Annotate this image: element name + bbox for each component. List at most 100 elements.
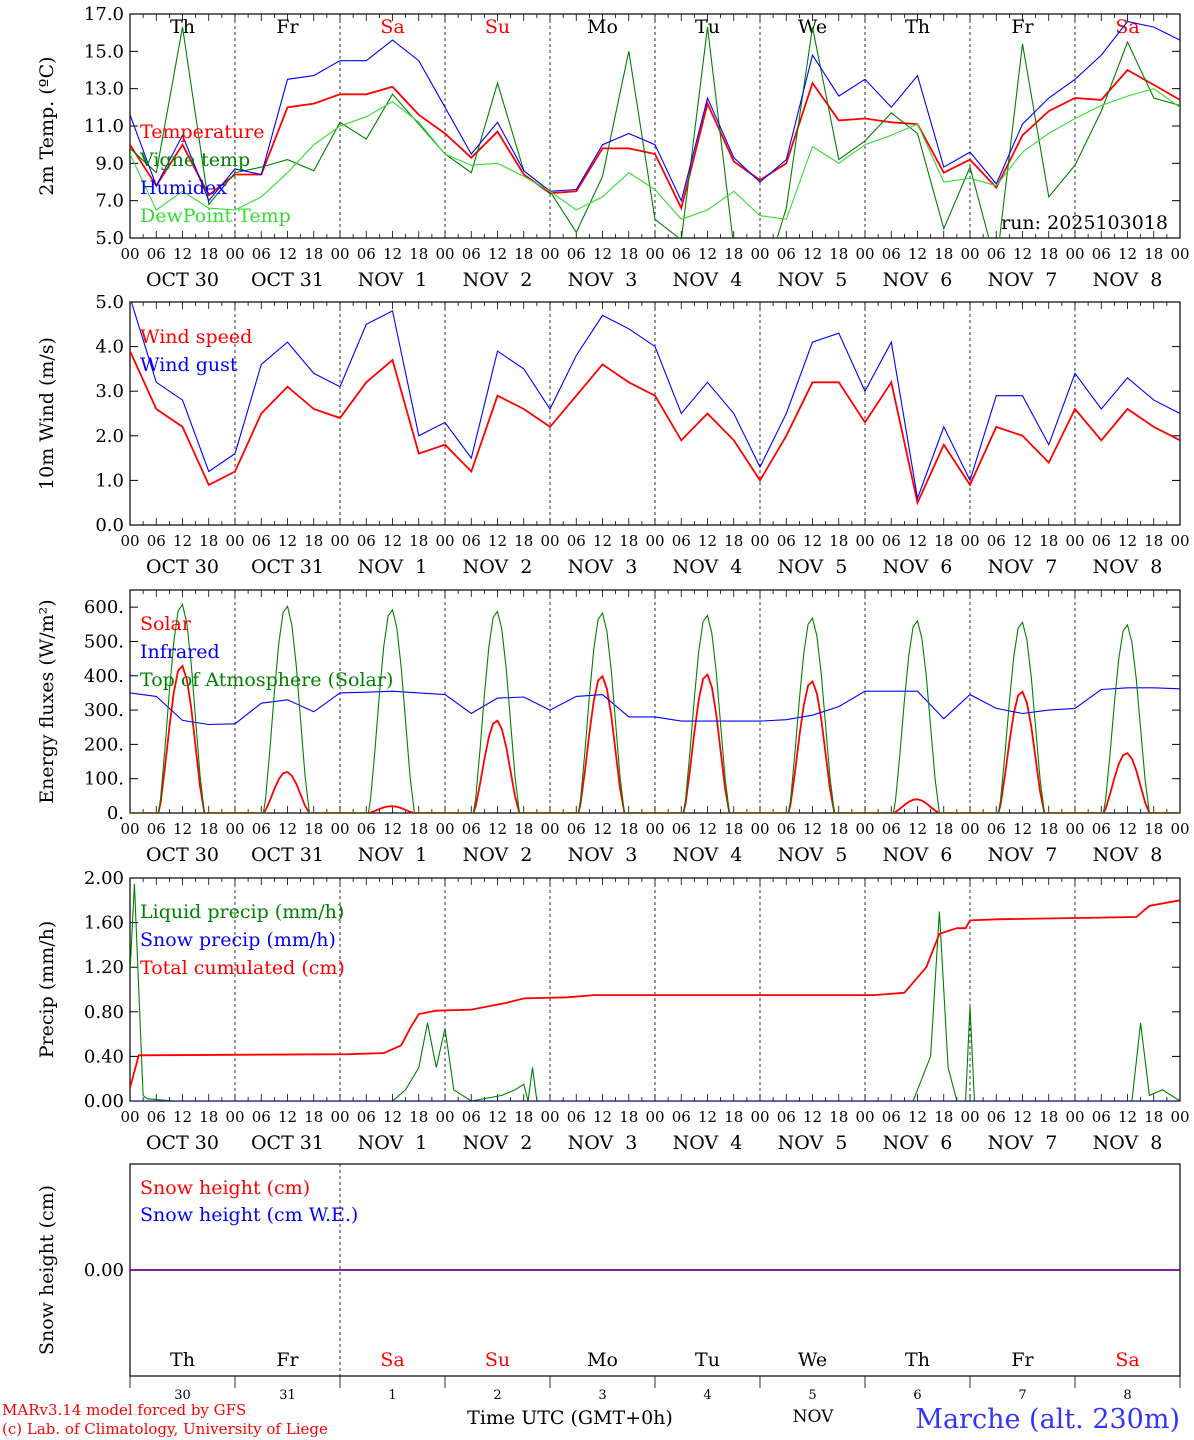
hour-tick-label: 06 <box>252 245 271 263</box>
day-of-week-label: Sa <box>380 16 404 38</box>
hour-tick-label: 06 <box>567 820 586 838</box>
hour-tick-label: 00 <box>330 245 349 263</box>
hour-tick-label: 00 <box>225 820 244 838</box>
panel-4: 0.00 0.40 0.80 1.20 1.60 2.00 Precip (mm/h) 00 0… <box>36 868 1190 1154</box>
hour-tick-label: 06 <box>147 245 166 263</box>
hour-tick-label: 00 <box>1170 1108 1189 1126</box>
y-tick-label: 9.0 <box>95 153 124 174</box>
legend-entry: Infrared <box>140 641 220 663</box>
series-line-liquid-precip-mm-h- <box>130 883 1180 1101</box>
y-tick-label: 1.60 <box>84 913 124 934</box>
hour-tick-label: 00 <box>750 820 769 838</box>
hour-tick-label: 12 <box>803 820 822 838</box>
date-label: NOV 5 <box>778 269 848 291</box>
hour-tick-label: 12 <box>908 1108 927 1126</box>
hour-tick-label: 12 <box>278 532 297 550</box>
date-label: NOV 8 <box>1093 1132 1163 1154</box>
date-label: NOV 7 <box>988 1132 1058 1154</box>
series-line-wind-speed <box>130 350 1180 506</box>
date-label: OCT 31 <box>251 844 324 866</box>
date-label: NOV 6 <box>883 844 953 866</box>
hour-tick-label: 06 <box>882 245 901 263</box>
hour-tick-label: 18 <box>724 532 743 550</box>
y-axis-label: Snow height (cm) <box>36 1185 58 1355</box>
y-axis-label: 10m Wind (m/s) <box>36 337 58 490</box>
hour-tick-label: 12 <box>698 820 717 838</box>
hour-tick-label: 12 <box>1118 1108 1137 1126</box>
day-number-label: 4 <box>703 1388 711 1403</box>
hour-tick-label: 06 <box>987 245 1006 263</box>
hour-tick-label: 06 <box>252 532 271 550</box>
hour-tick-label: 18 <box>619 532 638 550</box>
hour-tick-label: 12 <box>488 820 507 838</box>
hour-tick-label: 00 <box>540 820 559 838</box>
hour-tick-label: 12 <box>1118 820 1137 838</box>
hour-tick-label: 12 <box>593 245 612 263</box>
legend-entry: Humidex <box>140 177 227 199</box>
hour-tick-label: 00 <box>855 532 874 550</box>
hour-tick-label: 06 <box>147 1108 166 1126</box>
legend-entry: Solar <box>140 613 192 635</box>
hour-tick-label: 00 <box>750 532 769 550</box>
hour-tick-label: 12 <box>173 532 192 550</box>
day-of-week-label: Tu <box>695 16 720 38</box>
date-label: OCT 31 <box>251 556 324 578</box>
y-tick-label: 7.0 <box>95 191 124 212</box>
legend-entry: DewPoint Temp <box>140 205 291 227</box>
hour-tick-label: 06 <box>567 532 586 550</box>
hour-tick-label: 12 <box>593 1108 612 1126</box>
hour-tick-label: 06 <box>672 245 691 263</box>
y-tick-label: 15.0 <box>84 41 124 62</box>
y-tick-label: 1.20 <box>84 957 124 978</box>
hour-tick-label: 00 <box>1065 820 1084 838</box>
hour-tick-label: 18 <box>199 1108 218 1126</box>
hour-tick-label: 06 <box>357 532 376 550</box>
date-label: NOV 4 <box>673 556 743 578</box>
hour-tick-label: 18 <box>304 245 323 263</box>
date-label: NOV 6 <box>883 556 953 578</box>
hour-tick-label: 18 <box>619 245 638 263</box>
hour-tick-label: 00 <box>645 532 664 550</box>
hour-tick-label: 00 <box>1065 1108 1084 1126</box>
date-label: OCT 30 <box>146 269 219 291</box>
day-number-label: 1 <box>388 1388 396 1403</box>
day-of-week-label: Sa <box>1115 1349 1139 1371</box>
day-of-week-label: Th <box>905 16 930 38</box>
hour-tick-label: 18 <box>514 1108 533 1126</box>
hour-tick-label: 00 <box>435 245 454 263</box>
hour-tick-label: 06 <box>147 532 166 550</box>
date-label: NOV 6 <box>883 1132 953 1154</box>
hour-tick-label: 18 <box>1144 820 1163 838</box>
hour-tick-label: 12 <box>173 245 192 263</box>
date-label: NOV 2 <box>463 844 533 866</box>
hour-tick-label: 18 <box>514 245 533 263</box>
hour-tick-label: 00 <box>1170 245 1189 263</box>
date-label: NOV 1 <box>358 269 428 291</box>
hour-tick-label: 18 <box>514 820 533 838</box>
day-of-week-label: Fr <box>276 16 299 38</box>
hour-tick-label: 00 <box>540 532 559 550</box>
date-label: OCT 30 <box>146 844 219 866</box>
hour-tick-label: 00 <box>855 1108 874 1126</box>
hour-tick-label: 18 <box>619 820 638 838</box>
hour-tick-label: 18 <box>934 245 953 263</box>
hour-tick-label: 06 <box>1092 245 1111 263</box>
date-label: NOV 5 <box>778 556 848 578</box>
hour-tick-label: 06 <box>882 532 901 550</box>
date-label: NOV 5 <box>778 1132 848 1154</box>
y-tick-label: 13.0 <box>84 79 124 100</box>
hour-tick-label: 00 <box>120 245 139 263</box>
hour-tick-label: 18 <box>199 820 218 838</box>
series-line-humidex <box>130 20 1180 203</box>
hour-tick-label: 06 <box>987 532 1006 550</box>
hour-tick-label: 00 <box>960 532 979 550</box>
hour-tick-label: 12 <box>1013 532 1032 550</box>
y-tick-label: 3.0 <box>95 381 124 402</box>
legend-entry: Wind speed <box>140 326 252 348</box>
date-label: NOV 2 <box>463 1132 533 1154</box>
credit-line2: (c) Lab. of Climatology, University of L… <box>2 1420 328 1438</box>
hour-tick-label: 06 <box>357 1108 376 1126</box>
date-label: NOV 7 <box>988 269 1058 291</box>
hour-tick-label: 18 <box>829 1108 848 1126</box>
y-tick-label: 600. <box>84 597 124 618</box>
